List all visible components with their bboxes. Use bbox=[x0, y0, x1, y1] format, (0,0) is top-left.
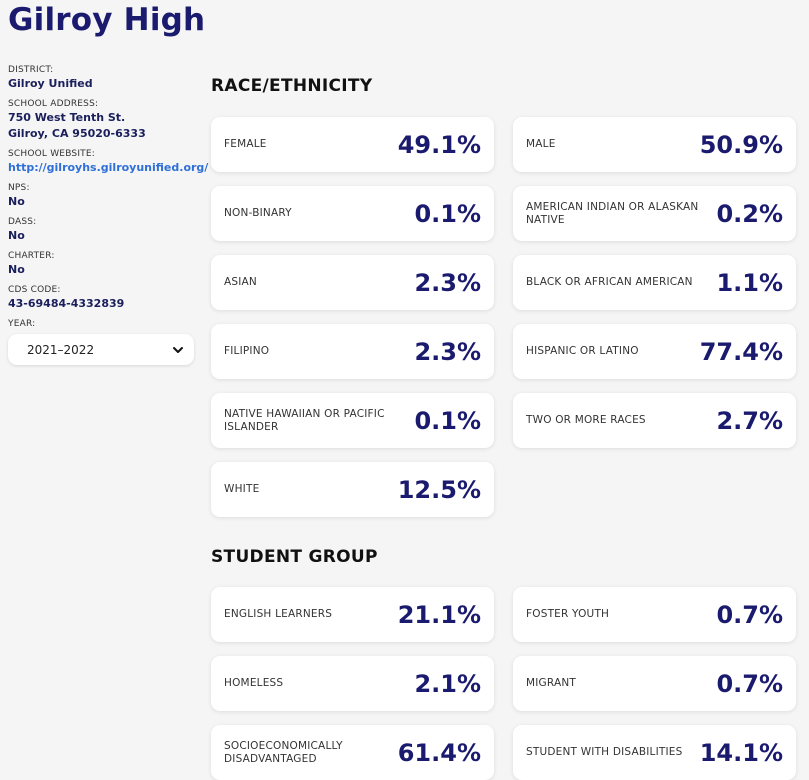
website-link[interactable]: http://gilroyhs.gilroyunified.org/ bbox=[8, 161, 209, 174]
stat-card: FEMALE 49.1% bbox=[211, 117, 494, 172]
stat-card: ENGLISH LEARNERS 21.1% bbox=[211, 587, 494, 642]
race-ethnicity-heading: RACE/ETHNICITY bbox=[211, 76, 373, 96]
stat-card-label: TWO OR MORE RACES bbox=[526, 414, 646, 426]
stat-card: FILIPINO 2.3% bbox=[211, 324, 494, 379]
stat-card-value: 0.1% bbox=[414, 199, 481, 228]
stat-card-label: NATIVE HAWAIIAN OR PACIFIC ISLANDER bbox=[224, 407, 385, 433]
stat-card-value: 0.7% bbox=[716, 669, 783, 698]
stat-card-value: 61.4% bbox=[397, 738, 481, 767]
charter-value: No bbox=[8, 263, 25, 276]
stat-card-label: MIGRANT bbox=[526, 677, 577, 689]
stat-card-label: WHITE bbox=[224, 483, 260, 495]
stat-card: HOMELESS 2.1% bbox=[211, 656, 494, 711]
stat-card: STUDENT WITH DISABILITIES 14.1% bbox=[513, 725, 796, 780]
address-value: 750 West Tenth St. Gilroy, CA 95020-6333 bbox=[8, 110, 198, 142]
address-label: SCHOOL ADDRESS: bbox=[8, 99, 99, 109]
stat-card: TWO OR MORE RACES 2.7% bbox=[513, 393, 796, 448]
nps-label: NPS: bbox=[8, 183, 30, 193]
chevron-down-icon bbox=[172, 344, 184, 356]
dass-value: No bbox=[8, 229, 25, 242]
stat-card-value: 0.2% bbox=[716, 199, 783, 228]
stat-card-value: 14.1% bbox=[699, 738, 783, 767]
stat-card-label: AMERICAN INDIAN OR ALASKAN NATIVE bbox=[526, 200, 699, 226]
stat-card: WHITE 12.5% bbox=[211, 462, 494, 517]
stat-card-value: 0.1% bbox=[414, 406, 481, 435]
stat-card-label: ENGLISH LEARNERS bbox=[224, 608, 333, 620]
stat-card-value: 2.3% bbox=[414, 268, 481, 297]
stat-card-label: SOCIOECONOMICALLY DISADVANTAGED bbox=[224, 739, 343, 765]
stat-card: HISPANIC OR LATINO 77.4% bbox=[513, 324, 796, 379]
stat-card-value: 2.1% bbox=[414, 669, 481, 698]
address-line2: Gilroy, CA 95020-6333 bbox=[8, 127, 146, 140]
stat-card-label: HISPANIC OR LATINO bbox=[526, 345, 639, 357]
stat-card: BLACK OR AFRICAN AMERICAN 1.1% bbox=[513, 255, 796, 310]
student-group-heading: STUDENT GROUP bbox=[211, 547, 378, 567]
year-select[interactable]: 2021–2022 bbox=[8, 334, 194, 365]
cds-code-value: 43-69484-4332839 bbox=[8, 297, 125, 310]
stat-card-label: NON-BINARY bbox=[224, 207, 292, 219]
stat-card-value: 77.4% bbox=[699, 337, 783, 366]
stat-card-label: FILIPINO bbox=[224, 345, 270, 357]
stat-card-value: 0.7% bbox=[716, 600, 783, 629]
stat-card: SOCIOECONOMICALLY DISADVANTAGED 61.4% bbox=[211, 725, 494, 780]
stat-card-label: ASIAN bbox=[224, 276, 257, 288]
stat-card: MALE 50.9% bbox=[513, 117, 796, 172]
stat-card-label: BLACK OR AFRICAN AMERICAN bbox=[526, 276, 693, 288]
nps-value: No bbox=[8, 195, 25, 208]
stat-card-value: 1.1% bbox=[716, 268, 783, 297]
school-info-sidebar: DISTRICT: Gilroy Unified SCHOOL ADDRESS:… bbox=[8, 64, 209, 365]
stat-card-label: STUDENT WITH DISABILITIES bbox=[526, 746, 683, 758]
stat-card-value: 2.3% bbox=[414, 337, 481, 366]
charter-label: CHARTER: bbox=[8, 251, 55, 261]
stat-card-value: 49.1% bbox=[397, 130, 481, 159]
website-label: SCHOOL WEBSITE: bbox=[8, 149, 95, 159]
district-label: DISTRICT: bbox=[8, 65, 54, 75]
stat-card: ASIAN 2.3% bbox=[211, 255, 494, 310]
stat-card: AMERICAN INDIAN OR ALASKAN NATIVE 0.2% bbox=[513, 186, 796, 241]
stat-card-value: 2.7% bbox=[716, 406, 783, 435]
dass-label: DASS: bbox=[8, 217, 37, 227]
stat-card-value: 50.9% bbox=[699, 130, 783, 159]
stat-card-label: HOMELESS bbox=[224, 677, 284, 689]
stat-card-value: 12.5% bbox=[397, 475, 481, 504]
cds-code-label: CDS CODE: bbox=[8, 285, 61, 295]
stat-card: NATIVE HAWAIIAN OR PACIFIC ISLANDER 0.1% bbox=[211, 393, 494, 448]
stat-card-label: MALE bbox=[526, 138, 556, 150]
stat-card-label: FEMALE bbox=[224, 138, 267, 150]
stat-card-label: FOSTER YOUTH bbox=[526, 608, 610, 620]
school-name: Gilroy High bbox=[8, 2, 206, 38]
stat-card: NON-BINARY 0.1% bbox=[211, 186, 494, 241]
stat-card: MIGRANT 0.7% bbox=[513, 656, 796, 711]
address-line1: 750 West Tenth St. bbox=[8, 111, 126, 124]
year-label: YEAR: bbox=[8, 319, 36, 329]
stat-card-value: 21.1% bbox=[397, 600, 481, 629]
stat-card: FOSTER YOUTH 0.7% bbox=[513, 587, 796, 642]
year-select-value: 2021–2022 bbox=[27, 342, 95, 357]
district-value: Gilroy Unified bbox=[8, 77, 93, 90]
